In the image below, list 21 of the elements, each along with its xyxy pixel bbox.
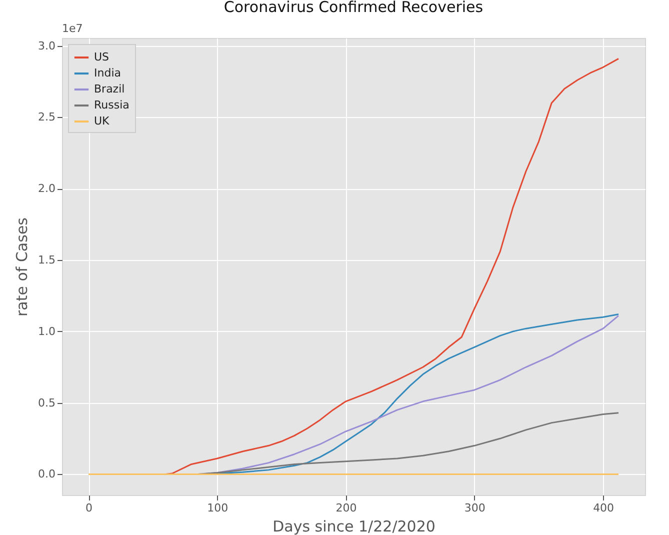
legend-label: India [94, 66, 121, 80]
y-tick-label: 0.5 [38, 396, 56, 410]
y-axis-title: rate of Cases [13, 217, 32, 316]
y-tick-label: 2.5 [38, 110, 56, 124]
legend-label: Brazil [94, 82, 125, 96]
x-tick-label: 100 [207, 502, 228, 514]
x-tick-label: 400 [593, 502, 614, 514]
y-tick-label: 1.0 [38, 324, 56, 338]
text: 1e7 [62, 22, 83, 35]
x-tick-label: 200 [336, 502, 357, 514]
x-axis-title: Days since 1/22/2020 [272, 518, 436, 535]
y-tick-label: 2.0 [38, 182, 56, 196]
chart-title: Coronavirus Confirmed Recoveries [224, 0, 484, 16]
x-tick-label: 0 [86, 502, 92, 514]
legend-label: UK [94, 114, 110, 128]
legend-label: Russia [94, 98, 130, 112]
y-tick-label: 3.0 [38, 39, 56, 52]
legend-label: US [94, 50, 110, 64]
y-tick-label: 0.0 [38, 468, 56, 481]
x-tick-label: 300 [464, 502, 486, 514]
y-tick-label: 1.5 [38, 254, 56, 267]
